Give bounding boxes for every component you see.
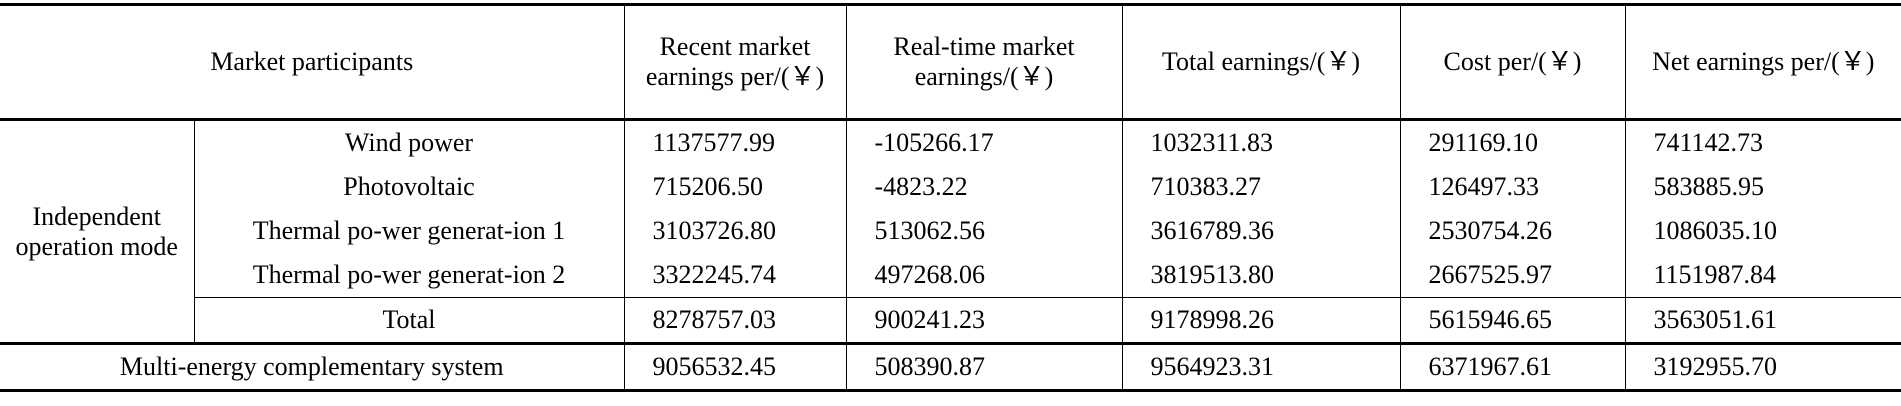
row-label: Total — [194, 297, 625, 344]
cell-value: 1086035.10 — [1624, 209, 1901, 253]
system-row: Multi-energy complementary system 9056532… — [0, 342, 1901, 392]
page: {"table": { "header": ["Market participa… — [0, 3, 1901, 406]
cell-value: 3192955.70 — [1624, 342, 1901, 392]
data-row: Thermal po-wer generat-ion 1 3103726.80 51… — [0, 209, 1901, 253]
cell-value: 1151987.84 — [1624, 253, 1901, 298]
data-row: Thermal po-wer generat-ion 2 3322245.74 49… — [0, 253, 1901, 298]
total-row: Total 8278757.03 900241.23 9178998.26 561594… — [0, 297, 1901, 344]
cell-value: 1137577.99 — [623, 119, 847, 165]
column-header: Total earnings/(￥) — [1121, 3, 1401, 121]
cell-value: 900241.23 — [845, 297, 1123, 344]
column-header: Net earnings per/(￥) — [1624, 3, 1901, 121]
cell-value: 741142.73 — [1624, 119, 1901, 165]
row-label: Wind power — [193, 119, 625, 165]
cell-value: 513062.56 — [845, 209, 1123, 253]
cell-value: 3322245.74 — [623, 253, 847, 298]
cell-value: 497268.06 — [845, 253, 1123, 298]
cell-value: 1032311.83 — [1121, 119, 1401, 165]
cell-value: 5615946.65 — [1399, 297, 1626, 344]
cell-value: 9056532.45 — [623, 342, 847, 392]
cell-value: 3616789.36 — [1121, 209, 1401, 253]
cell-value: 710383.27 — [1121, 165, 1401, 209]
cell-value: 715206.50 — [623, 165, 847, 209]
cell-value: 3563051.61 — [1624, 297, 1901, 344]
cell-value: 2530754.26 — [1399, 209, 1626, 253]
cell-value: 3819513.80 — [1121, 253, 1401, 298]
column-header: Cost per/(￥) — [1399, 3, 1626, 121]
row-label: Multi-energy complementary system — [0, 342, 625, 392]
data-row: Independent operation mode Wind power 1137… — [0, 119, 1901, 344]
results-table: Market participants Recent market earning… — [0, 3, 1901, 392]
cell-value: 508390.87 — [845, 342, 1123, 392]
column-header: Recent market earnings per/(￥) — [623, 3, 847, 121]
column-header: Real-time market earnings/(￥) — [845, 3, 1123, 121]
cell-value: 9564923.31 — [1121, 342, 1401, 392]
cell-value: 2667525.97 — [1399, 253, 1626, 298]
column-header: Market participants — [0, 3, 625, 121]
group-label: Independent operation mode — [0, 119, 195, 344]
cell-value: 8278757.03 — [623, 297, 847, 344]
cell-value: 126497.33 — [1399, 165, 1626, 209]
cell-value: 3103726.80 — [623, 209, 847, 253]
row-label: Thermal po-wer generat-ion 1 — [194, 209, 625, 253]
cell-value: 6371967.61 — [1399, 342, 1626, 392]
cell-value: 9178998.26 — [1121, 297, 1401, 344]
row-label: Thermal po-wer generat-ion 2 — [194, 253, 625, 298]
cell-value: -4823.22 — [845, 165, 1123, 209]
row-label: Photovoltaic — [194, 165, 625, 209]
header-row: Market participants Recent market earning… — [0, 3, 1901, 121]
data-row: Photovoltaic 715206.50 -4823.22 710383.27 12… — [0, 165, 1901, 209]
cell-value: 291169.10 — [1399, 119, 1626, 165]
cell-value: -105266.17 — [845, 119, 1123, 165]
cell-value: 583885.95 — [1624, 165, 1901, 209]
